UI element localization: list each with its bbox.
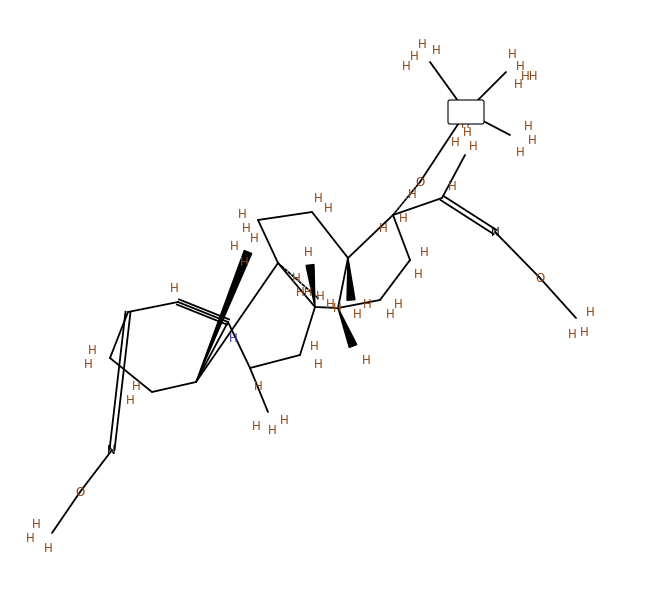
Text: H: H bbox=[579, 326, 588, 339]
Text: H: H bbox=[170, 281, 178, 294]
Text: H: H bbox=[523, 121, 533, 134]
Text: H: H bbox=[333, 301, 341, 314]
Text: H: H bbox=[508, 47, 516, 60]
Text: HH: HH bbox=[296, 287, 314, 300]
Text: H: H bbox=[463, 126, 471, 139]
Text: H: H bbox=[451, 137, 459, 150]
Text: H: H bbox=[461, 119, 469, 132]
Text: H: H bbox=[399, 213, 407, 226]
Text: H: H bbox=[292, 271, 300, 284]
Text: H: H bbox=[379, 222, 387, 235]
FancyBboxPatch shape bbox=[448, 100, 484, 124]
Text: H: H bbox=[323, 202, 333, 215]
Text: H: H bbox=[32, 518, 40, 531]
Text: H: H bbox=[447, 180, 456, 193]
Text: H: H bbox=[230, 239, 238, 252]
Text: H: H bbox=[242, 222, 250, 235]
Text: N: N bbox=[107, 443, 115, 456]
Text: H: H bbox=[310, 340, 318, 353]
Text: H: H bbox=[420, 246, 428, 259]
Text: H: H bbox=[408, 187, 416, 200]
Text: H: H bbox=[314, 193, 322, 206]
Text: H: H bbox=[352, 307, 362, 320]
Text: H: H bbox=[418, 37, 426, 50]
Text: H: H bbox=[515, 147, 525, 160]
Text: H: H bbox=[125, 394, 135, 407]
Text: H: H bbox=[26, 532, 34, 545]
Text: H: H bbox=[228, 332, 238, 345]
Text: N: N bbox=[490, 226, 500, 239]
Text: H: H bbox=[251, 420, 261, 433]
Text: H: H bbox=[304, 246, 312, 259]
Text: H: H bbox=[314, 358, 322, 371]
Text: H: H bbox=[414, 268, 422, 281]
Text: H: H bbox=[585, 306, 595, 319]
Text: H: H bbox=[362, 297, 372, 310]
Text: H: H bbox=[362, 353, 370, 366]
Text: H: H bbox=[513, 77, 522, 90]
Text: H: H bbox=[385, 307, 395, 320]
Text: H: H bbox=[315, 291, 324, 304]
Text: H: H bbox=[410, 50, 418, 63]
Text: O: O bbox=[415, 176, 424, 189]
Text: H: H bbox=[267, 424, 277, 437]
Text: H: H bbox=[527, 135, 537, 148]
Text: H: H bbox=[84, 358, 92, 371]
Text: H: H bbox=[44, 543, 52, 556]
Polygon shape bbox=[196, 251, 251, 382]
Polygon shape bbox=[347, 258, 355, 300]
Text: O: O bbox=[75, 485, 84, 498]
Text: H: H bbox=[432, 44, 440, 57]
Text: Aps: Aps bbox=[456, 107, 476, 117]
Text: H: H bbox=[469, 141, 477, 154]
Polygon shape bbox=[306, 265, 315, 307]
Text: HH: HH bbox=[521, 70, 539, 83]
Text: H: H bbox=[515, 60, 525, 73]
Text: H: H bbox=[238, 209, 246, 222]
Text: H: H bbox=[402, 60, 411, 73]
Polygon shape bbox=[338, 308, 356, 348]
Text: H: H bbox=[131, 379, 141, 392]
Text: H: H bbox=[88, 345, 96, 358]
Text: H: H bbox=[280, 414, 288, 427]
Text: H: H bbox=[393, 297, 403, 310]
Text: H: H bbox=[249, 232, 258, 245]
Text: H: H bbox=[325, 298, 335, 311]
Text: O: O bbox=[535, 271, 544, 284]
Text: H: H bbox=[568, 327, 576, 340]
Text: H: H bbox=[253, 379, 263, 392]
Text: H: H bbox=[240, 255, 248, 268]
